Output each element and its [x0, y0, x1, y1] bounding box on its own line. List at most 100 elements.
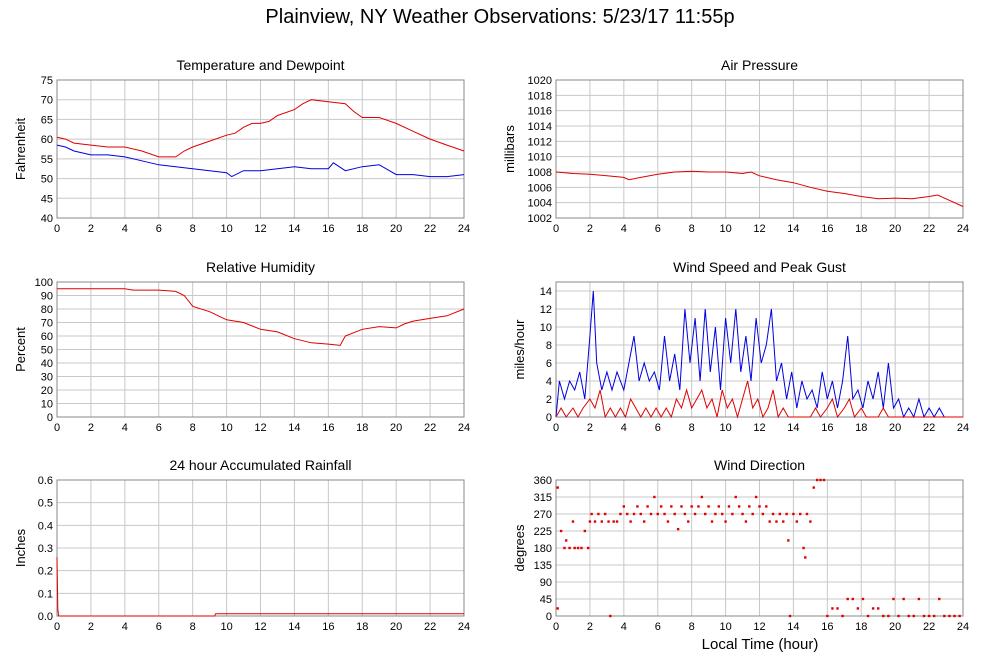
data-point [593, 520, 597, 523]
data-point [831, 607, 834, 610]
data-point [556, 486, 559, 489]
y-tick-label: 80 [41, 304, 53, 316]
data-point [666, 520, 670, 523]
x-tick-label: 14 [288, 621, 300, 633]
x-tick-label: 22 [923, 621, 935, 633]
y-tick-label: 10 [540, 322, 552, 334]
y-tick-label: 0 [546, 611, 552, 623]
data-point [819, 478, 822, 482]
data-point [922, 614, 926, 618]
y-tick-label: 4 [546, 376, 552, 388]
series-line-red [57, 288, 465, 346]
x-tick-label: 8 [190, 223, 196, 235]
data-point [932, 614, 936, 618]
y-tick-label: 40 [41, 213, 53, 225]
data-point [639, 512, 642, 516]
data-point [612, 520, 615, 523]
data-point [778, 512, 782, 516]
x-tick-label: 16 [821, 621, 833, 633]
x-tick-label: 18 [855, 223, 867, 235]
data-point [812, 486, 815, 489]
y-tick-label: 12 [540, 304, 552, 316]
data-point [897, 614, 900, 618]
data-point [615, 520, 619, 523]
plot-frame [555, 479, 964, 617]
data-point [663, 512, 666, 516]
x-tick-label: 10 [220, 621, 232, 633]
x-tick-label: 0 [54, 223, 60, 235]
y-tick-label: 65 [41, 114, 53, 126]
chart-title: Relative Humidity [206, 259, 315, 275]
data-point [576, 546, 580, 550]
chart-title: Wind Speed and Peak Gust [673, 259, 846, 275]
y-tick-label: 55 [41, 154, 53, 166]
x-tick-label: 4 [621, 223, 627, 235]
x-tick-label: 24 [458, 223, 470, 235]
data-point [751, 512, 754, 516]
plot-frame [56, 479, 465, 617]
data-point [720, 512, 724, 516]
data-point [693, 512, 697, 516]
y-tick-label: 70 [41, 318, 53, 330]
y-tick-label: 0.1 [38, 588, 53, 600]
data-point [649, 512, 653, 516]
chart-title: Temperature and Dewpoint [176, 57, 344, 73]
x-tick-label: 12 [254, 621, 266, 633]
data-point [717, 505, 720, 508]
x-tick-label: 16 [821, 422, 833, 434]
y-tick-label: 60 [41, 134, 53, 146]
x-tick-label: 22 [424, 422, 436, 434]
data-point [856, 607, 860, 610]
data-point [882, 614, 885, 618]
data-point [943, 614, 946, 618]
y-tick-label: 1020 [528, 75, 552, 87]
x-tick-label: 0 [553, 621, 559, 633]
y-tick-label: 135 [534, 560, 552, 572]
plot-frame [56, 281, 465, 418]
x-tick-label: 2 [587, 223, 593, 235]
data-point [804, 556, 807, 559]
data-point [771, 512, 775, 516]
plot-frame [56, 79, 465, 219]
data-point [629, 520, 632, 523]
data-point [805, 512, 809, 516]
data-point [802, 546, 805, 550]
data-point [687, 520, 690, 523]
data-point [700, 495, 704, 499]
x-tick-label: 18 [356, 621, 368, 633]
x-tick-label: 4 [122, 621, 128, 633]
x-tick-label: 2 [88, 223, 94, 235]
data-point [556, 607, 559, 610]
y-tick-label: 45 [540, 594, 552, 606]
x-tick-label: 22 [923, 223, 935, 235]
y-tick-label: 1012 [528, 136, 552, 148]
y-tick-label: 90 [41, 291, 53, 303]
x-tick-label: 10 [220, 422, 232, 434]
x-tick-label: 18 [855, 422, 867, 434]
x-tick-label: 12 [254, 223, 266, 235]
x-tick-label: 22 [424, 223, 436, 235]
series-line-red [555, 170, 964, 207]
data-point [568, 546, 571, 550]
data-point [587, 546, 590, 550]
chart-title: Wind Direction [714, 457, 805, 473]
x-tick-label: 10 [719, 621, 731, 633]
x-tick-label: 4 [122, 422, 128, 434]
x-tick-label: 16 [322, 422, 334, 434]
x-tick-label: 4 [621, 621, 627, 633]
data-point [636, 505, 639, 508]
data-point [564, 539, 568, 542]
data-point [785, 512, 788, 516]
data-point [590, 512, 593, 516]
data-point [727, 505, 731, 508]
data-point [622, 505, 626, 508]
y-tick-label: 30 [41, 372, 53, 384]
y-tick-label: 8 [546, 340, 552, 352]
data-point [690, 505, 693, 508]
y-tick-label: 1004 [528, 198, 552, 210]
data-point [892, 597, 895, 601]
y-tick-label: 50 [41, 174, 53, 186]
